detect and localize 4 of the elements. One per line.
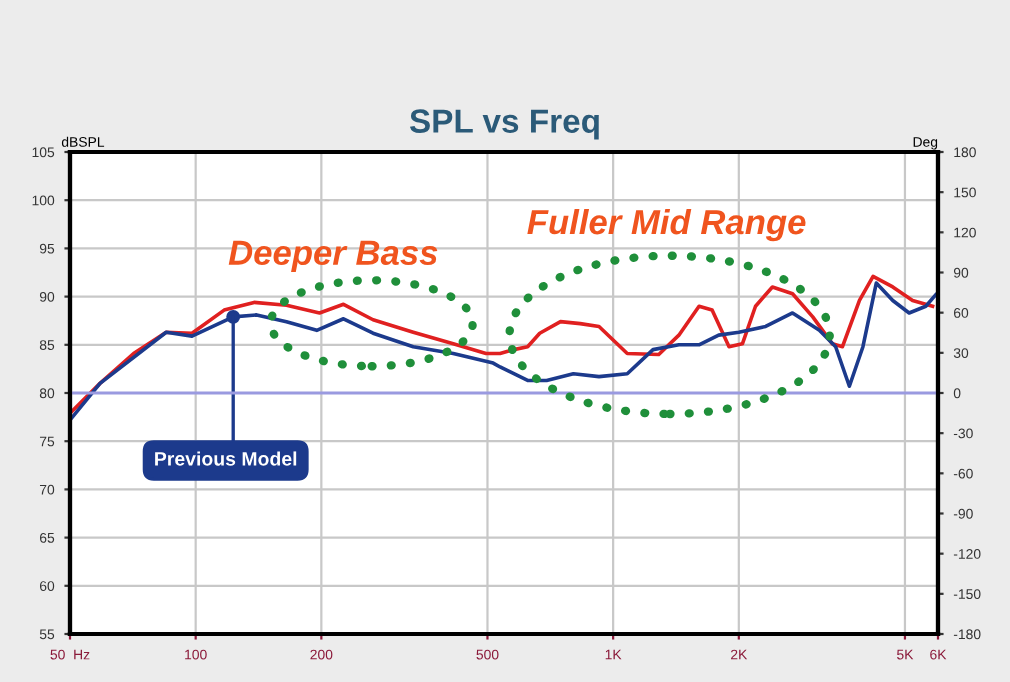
text: Previous Model [155, 451, 297, 466]
annotation: Deeper Bass [228, 240, 438, 272]
annotation: Fuller Mid Range [527, 208, 806, 242]
chart-title: SPL vs Freq [409, 109, 599, 140]
